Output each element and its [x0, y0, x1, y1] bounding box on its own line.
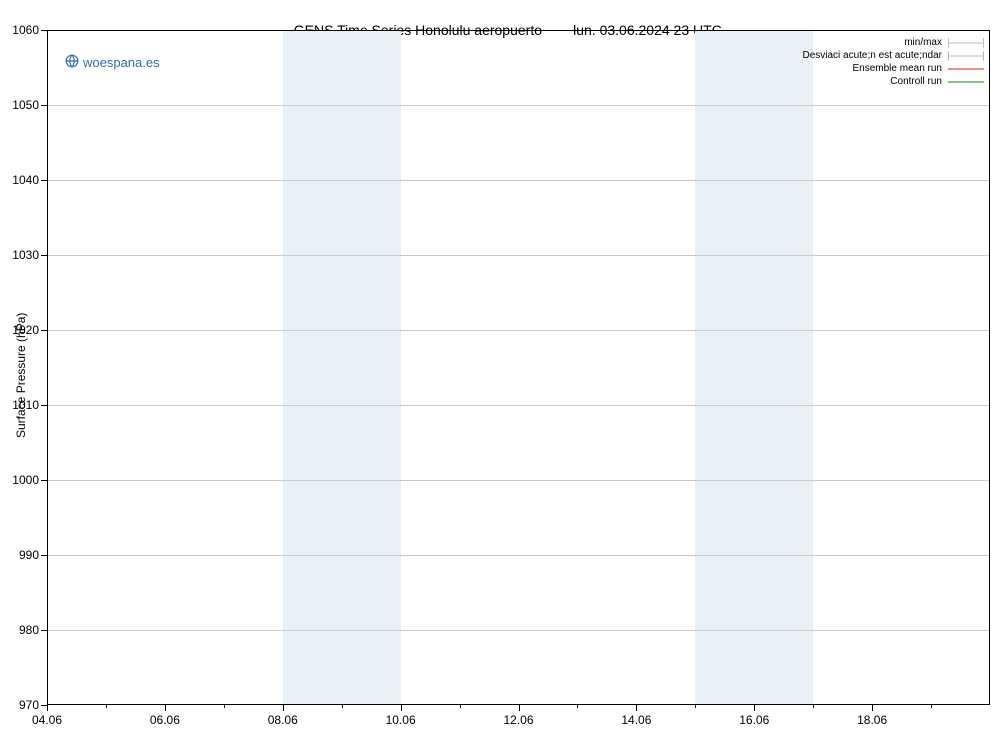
gridline-h — [47, 630, 990, 631]
ytick-label: 990 — [0, 548, 39, 562]
legend-item: min/max — [802, 36, 984, 49]
gridline-h — [47, 480, 990, 481]
plot-border — [47, 30, 990, 31]
gridline-h — [47, 105, 990, 106]
legend-label: Controll run — [890, 76, 942, 87]
ytick-label: 970 — [0, 698, 39, 712]
xtick-minor-mark — [224, 705, 225, 708]
watermark: woespana.es — [65, 54, 160, 71]
gridline-h — [47, 180, 990, 181]
xtick-mark — [283, 705, 284, 711]
gridline-h — [47, 255, 990, 256]
xtick-label: 10.06 — [386, 713, 416, 727]
watermark-text: woespana.es — [83, 55, 160, 70]
legend-symbol — [948, 51, 984, 61]
xtick-mark — [636, 705, 637, 711]
ytick-label: 980 — [0, 623, 39, 637]
weekend-band — [283, 30, 401, 705]
weekend-band — [695, 30, 813, 705]
gridline-h — [47, 555, 990, 556]
ytick-label: 1020 — [0, 323, 39, 337]
xtick-minor-mark — [813, 705, 814, 708]
gridline-h — [47, 330, 990, 331]
xtick-minor-mark — [931, 705, 932, 708]
xtick-minor-mark — [577, 705, 578, 708]
xtick-mark — [872, 705, 873, 711]
ytick-label: 1050 — [0, 98, 39, 112]
chart-container: { "chart": { "type": "line", "title_left… — [0, 0, 1000, 733]
xtick-mark — [165, 705, 166, 711]
ytick-label: 1000 — [0, 473, 39, 487]
xtick-label: 14.06 — [621, 713, 651, 727]
xtick-label: 18.06 — [857, 713, 887, 727]
plot-border — [47, 704, 990, 705]
legend-item: Controll run — [802, 75, 984, 88]
xtick-mark — [47, 705, 48, 711]
xtick-minor-mark — [342, 705, 343, 708]
legend-label: Ensemble mean run — [853, 63, 943, 74]
ytick-label: 1010 — [0, 398, 39, 412]
xtick-label: 12.06 — [503, 713, 533, 727]
xtick-label: 08.06 — [268, 713, 298, 727]
legend: min/max Desviaci acute;n est acute;ndar En… — [802, 36, 984, 88]
legend-item: Ensemble mean run — [802, 62, 984, 75]
xtick-mark — [754, 705, 755, 711]
xtick-mark — [401, 705, 402, 711]
xtick-label: 16.06 — [739, 713, 769, 727]
legend-symbol — [948, 77, 984, 87]
xtick-minor-mark — [695, 705, 696, 708]
plot-border — [47, 30, 48, 705]
xtick-label: 06.06 — [150, 713, 180, 727]
xtick-minor-mark — [106, 705, 107, 708]
gridline-h — [47, 405, 990, 406]
xtick-minor-mark — [460, 705, 461, 708]
plot-border — [989, 30, 990, 705]
ytick-label: 1030 — [0, 248, 39, 262]
legend-item: Desviaci acute;n est acute;ndar — [802, 49, 984, 62]
xtick-label: 04.06 — [32, 713, 62, 727]
xtick-mark — [519, 705, 520, 711]
legend-symbol — [948, 64, 984, 74]
legend-symbol — [948, 38, 984, 48]
plot-area: woespana.es min/max Desviaci acute;n est a… — [47, 30, 990, 705]
globe-icon — [65, 54, 79, 71]
ytick-label: 1040 — [0, 173, 39, 187]
ytick-label: 1060 — [0, 23, 39, 37]
legend-label: Desviaci acute;n est acute;ndar — [802, 50, 942, 61]
legend-label: min/max — [904, 37, 942, 48]
